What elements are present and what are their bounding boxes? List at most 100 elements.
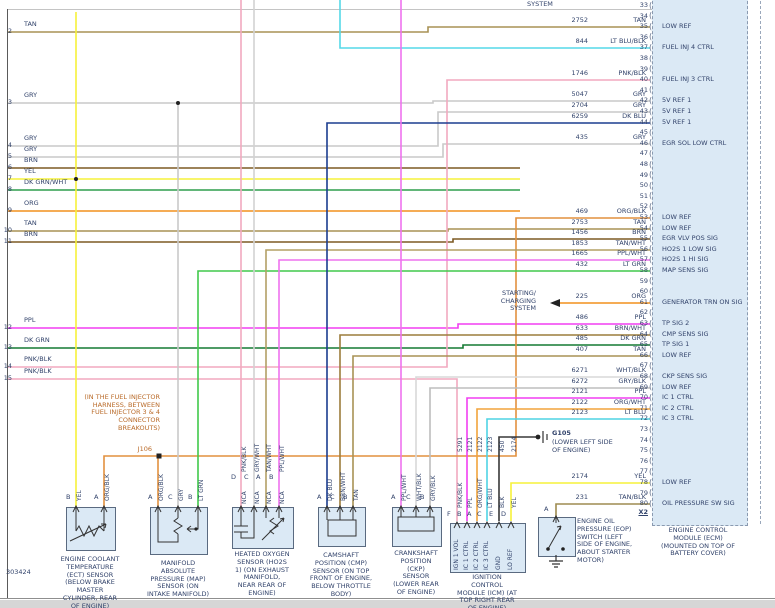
ecm-pin-terminal: ( (649, 233, 653, 243)
ecm-pin-number: 78 (639, 478, 648, 486)
sensor-pin-letter: B (343, 493, 348, 501)
ecm-pin-terminal: ( (649, 350, 653, 360)
icm-pin-function-label: IC 3 CTRL (483, 541, 490, 570)
junction-dot (176, 101, 180, 105)
pin-chevron (426, 504, 434, 513)
wire (8, 79, 650, 368)
wire-circuit-number: 435 (575, 132, 588, 141)
left-row-number: 9 (7, 206, 12, 214)
ecm-pin-terminal: ( (649, 488, 653, 498)
wire-color-label: GRY (632, 90, 646, 99)
wire-circuit-number: 633 (575, 323, 588, 332)
pin-chevron (174, 504, 182, 513)
ecm-pin-number: 42 (639, 96, 648, 105)
sensor-pin-color-label: TAN/WHT (266, 444, 273, 472)
ecm-box (652, 0, 748, 526)
sensor-pin-letter: D (231, 473, 237, 481)
left-row-color-label: ORG (24, 199, 39, 207)
ecm-pin-terminal: ( (649, 286, 653, 296)
left-row-number: 6 (7, 163, 12, 171)
wire-color-label: LT BLU/BLK (610, 37, 646, 46)
icm-pin-circuit-label: 450 (499, 440, 506, 452)
sensor-pin-color-label: LT GRN (198, 479, 205, 501)
wire (278, 259, 650, 507)
sensor-pin-letter: C (168, 493, 173, 501)
ecm-pin-terminal: ( (649, 11, 653, 21)
ecm-pin-terminal: ( (649, 201, 653, 211)
wire (510, 482, 650, 521)
ecm-pin-function-label: TP SIG 1 (662, 340, 690, 349)
wire (103, 217, 650, 507)
sensor-pin-letter: B (420, 493, 425, 501)
wire-color-label: DK BLU (622, 111, 646, 120)
ecm-pin-number: 48 (639, 160, 648, 168)
ecm-pin-function-label: FUEL INJ 4 CTRL (662, 43, 714, 52)
ecm-pin-terminal: ( (649, 371, 653, 381)
wire (486, 418, 650, 521)
ecm-pin-number: 35 (639, 22, 648, 31)
wire (8, 111, 650, 147)
wire-color-label: PPL (634, 313, 646, 321)
wire (8, 378, 458, 521)
ecm-pin-terminal: ( (649, 74, 653, 84)
ecm-pin-function-label: CMP SENS SIG (662, 329, 709, 338)
sensor-pin-color-label: LT BLU (487, 488, 494, 508)
icm-pin-circuit-label: 5291 (457, 436, 464, 452)
wire (352, 355, 650, 507)
ecm-pin-number: 58 (639, 266, 648, 274)
left-row-number: 2 (7, 27, 12, 35)
ecm-pin-number: 54 (639, 223, 648, 232)
sensor-pin-color-label: WHT/BLK (416, 473, 423, 501)
ecm-pin-terminal: ( (649, 307, 653, 317)
bottom-band (0, 600, 775, 608)
ecm-pin-function-label: LOW REF (662, 350, 692, 359)
wire-color-label: BRN (632, 228, 646, 237)
ecm-pin-number: 53 (639, 213, 648, 221)
frame-bottom (0, 598, 775, 599)
doc-number: 303424 (6, 568, 31, 576)
ecm-pin-terminal: ( (649, 223, 653, 233)
wire (498, 436, 538, 521)
ecm-pin-terminal: ( (649, 244, 653, 254)
map-sensor-label: MANIFOLD ABSOLUTE PRESSURE (MAP) SENSOR … (147, 559, 209, 599)
ecm-pin-number: 75 (639, 446, 648, 455)
pin-chevron (262, 504, 270, 513)
ecm-pin-terminal: ( (649, 456, 653, 466)
wire-color-label: TAN/BLK (618, 493, 646, 502)
icm-pin-circuit-label: 2122 (477, 436, 484, 452)
wire-color-label: ORG/BLK (616, 207, 646, 215)
left-row-color-label: GRY (24, 91, 38, 99)
wire (8, 344, 650, 349)
wire-color-label: DK GRN (620, 334, 646, 343)
ecm-pin-terminal: ( (649, 95, 653, 105)
ground-location: (LOWER LEFT SIDE OF ENGINE) (552, 438, 613, 454)
offpage-starting-charging: STARTING/ CHARGING SYSTEM (500, 289, 536, 313)
pin-chevron (397, 504, 405, 513)
ecm-pin-terminal: ( (649, 297, 653, 307)
pin-chevron (250, 504, 258, 513)
ho2s-nca-label: NCA (254, 491, 261, 504)
ecm-pin-number: 73 (639, 425, 648, 433)
wire-circuit-number: 1456 (571, 228, 588, 237)
ecm-pin-function-label: FUEL INJ 3 CTRL (662, 75, 714, 84)
wire-color-label: GRY/BLK (618, 376, 646, 385)
left-row-color-label: TAN (24, 219, 37, 227)
ecm-pin-function-label: 5V REF 1 (662, 117, 692, 126)
icm-label: IGNITION CONTROL MODULE (ICM) (AT TOP RI… (457, 573, 517, 608)
pin-chevron (483, 520, 491, 529)
left-row-number: 10 (3, 226, 12, 234)
sensor-pin-color-label: YEL (511, 497, 518, 508)
sensor-pin-color-label: ORG/BLK (158, 474, 165, 501)
wire-circuit-number: 485 (575, 334, 588, 343)
wire (8, 143, 650, 158)
sensor-pin-letter: A (544, 505, 549, 513)
wire (555, 503, 650, 517)
ecm-pin-number: 60 (639, 287, 648, 296)
ecm-pin-function-label: 5V REF 1 (662, 107, 692, 115)
sensor-pin-letter: A (94, 493, 99, 501)
ho2s-nca-label: NCA (266, 491, 273, 504)
ecm-pin-number: 33 (639, 1, 648, 9)
wire-color-label: PPL/WHT (617, 249, 646, 258)
cmp-sensor-box (318, 507, 366, 547)
left-row-color-label: YEL (24, 167, 36, 175)
